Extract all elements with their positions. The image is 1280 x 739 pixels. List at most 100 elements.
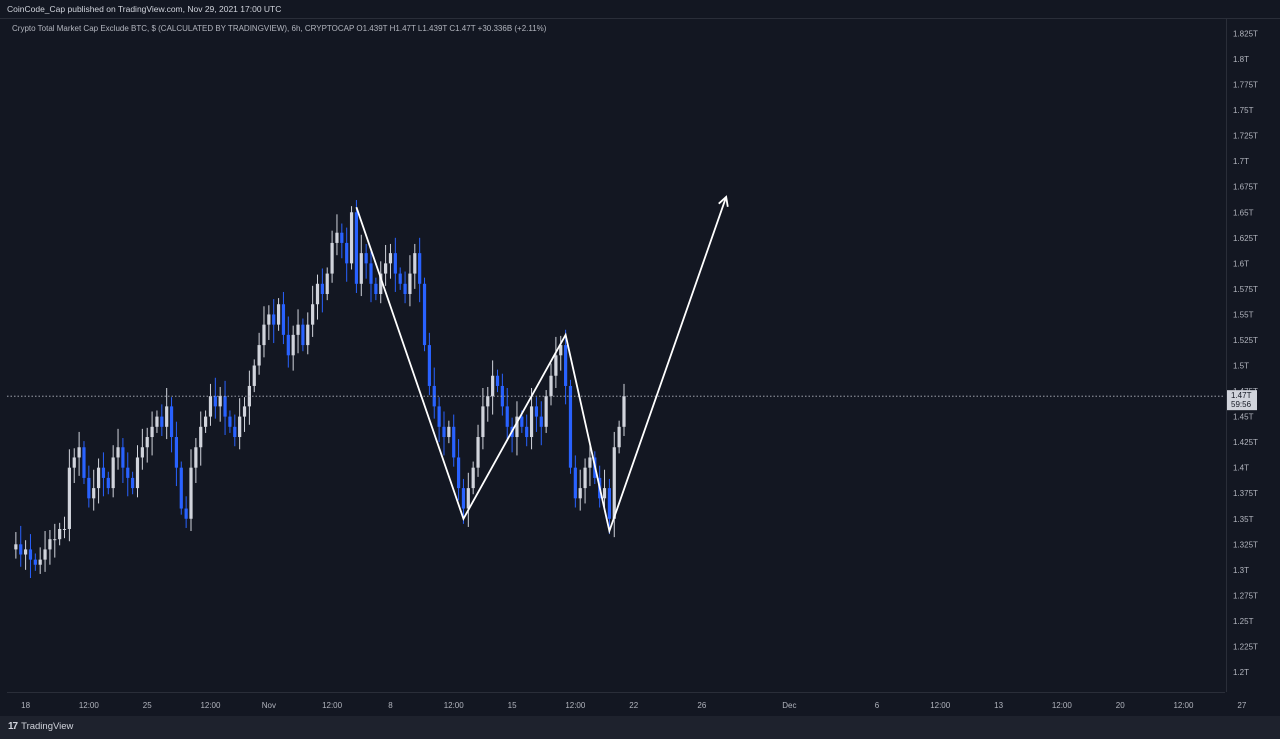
candle-body: [461, 488, 466, 509]
candle-body: [28, 549, 33, 560]
candle-body: [525, 426, 529, 438]
x-tick-label: 20: [1116, 701, 1125, 710]
x-tick-label: 6: [875, 701, 880, 710]
y-tick-label: 1.7T: [1233, 157, 1249, 166]
candle-body: [272, 314, 276, 325]
y-tick-label: 1.4T: [1233, 464, 1249, 473]
candle-body: [43, 549, 47, 560]
chart-canvas[interactable]: [7, 19, 1225, 692]
x-tick-label: 8: [388, 701, 393, 710]
x-tick-label: 27: [1237, 701, 1246, 710]
candle-body: [398, 273, 402, 284]
candle-body: [495, 375, 500, 386]
symbol-legend: Crypto Total Market Cap Exclude BTC, $ (…: [12, 24, 547, 33]
y-tick-label: 1.45T: [1233, 413, 1254, 422]
candle-body: [301, 324, 305, 346]
y-tick-label: 1.325T: [1233, 540, 1258, 549]
x-tick-label: 12:00: [322, 701, 343, 710]
last-price-label: 1.47T: [1231, 391, 1252, 400]
candle-body: [67, 467, 71, 529]
x-tick-label: 22: [629, 701, 638, 710]
candle-body: [252, 365, 256, 386]
header-bar: [0, 0, 1280, 19]
candle-body: [92, 488, 96, 499]
candle-body: [286, 334, 290, 356]
candle-body: [403, 283, 407, 295]
candle-body: [23, 549, 28, 555]
candle-body: [82, 447, 86, 478]
x-tick-label: 25: [143, 701, 152, 710]
x-tick-label: 12:00: [79, 701, 100, 710]
y-tick-label: 1.25T: [1233, 617, 1254, 626]
x-tick-label: 12:00: [200, 701, 221, 710]
candle-body: [349, 212, 354, 264]
x-tick-label: 12:00: [930, 701, 951, 710]
tradingview-brand-name: TradingView: [21, 721, 74, 732]
candle-body: [379, 273, 383, 295]
candle-body: [583, 467, 587, 489]
x-tick-label: 13: [994, 701, 1003, 710]
candle-body: [617, 426, 621, 448]
candle-body: [14, 544, 18, 550]
candle-body: [588, 457, 592, 468]
candle-body: [96, 467, 101, 489]
candle-body: [33, 559, 37, 565]
candle-body: [62, 528, 67, 530]
candle-body: [554, 355, 558, 376]
candle-body: [306, 324, 310, 346]
candle-body: [189, 467, 193, 519]
x-tick-label: 18: [21, 701, 30, 710]
y-tick-label: 1.8T: [1233, 55, 1249, 64]
candle-body: [126, 467, 130, 478]
candle-body: [150, 426, 154, 438]
x-tick-label: 15: [508, 701, 517, 710]
candle-body: [135, 457, 140, 489]
candle-body: [622, 396, 626, 427]
candle-body: [121, 447, 125, 468]
y-tick-label: 1.825T: [1233, 30, 1258, 39]
y-tick-label: 1.35T: [1233, 515, 1254, 524]
price-scale[interactable]: [1226, 19, 1280, 692]
candle-body: [233, 426, 237, 438]
candle-body: [505, 406, 509, 427]
candle-body: [408, 273, 412, 295]
candle-body: [320, 283, 324, 295]
candle-body: [515, 416, 519, 438]
candle-body: [291, 334, 295, 356]
y-tick-label: 1.5T: [1233, 362, 1249, 371]
time-scale[interactable]: [7, 692, 1225, 717]
candle-body: [58, 528, 62, 540]
candle-body: [442, 426, 446, 438]
y-tick-label: 1.425T: [1233, 438, 1258, 447]
candle-body: [388, 253, 393, 264]
candle-body: [262, 324, 266, 346]
y-tick-label: 1.775T: [1233, 81, 1258, 90]
candle-body: [476, 437, 480, 468]
x-tick-label: Dec: [782, 701, 796, 710]
candle-body: [539, 416, 543, 427]
candle-body: [111, 457, 115, 489]
candle-body: [184, 508, 188, 519]
candle-body: [452, 426, 456, 458]
candle-body: [276, 304, 281, 325]
candle-body: [359, 253, 363, 284]
candle-body: [155, 416, 159, 427]
candle-body: [213, 396, 217, 407]
candle-body: [374, 283, 378, 295]
y-tick-label: 1.375T: [1233, 489, 1258, 498]
tradingview-logo[interactable]: 17 TradingView: [8, 721, 73, 732]
candle-body: [116, 447, 120, 458]
candle-body: [422, 283, 427, 346]
candle-body: [140, 447, 144, 458]
candle-body: [179, 467, 183, 509]
y-tick-label: 1.3T: [1233, 566, 1249, 575]
x-tick-label: 26: [697, 701, 706, 710]
candle-body: [573, 467, 577, 499]
y-tick-label: 1.675T: [1233, 183, 1258, 192]
candle-body: [437, 406, 441, 427]
candle-body: [160, 416, 164, 427]
candle-body: [345, 242, 349, 264]
candle-body: [311, 304, 315, 325]
zigzag-drawing: [355, 196, 728, 535]
candle-body: [427, 345, 431, 386]
